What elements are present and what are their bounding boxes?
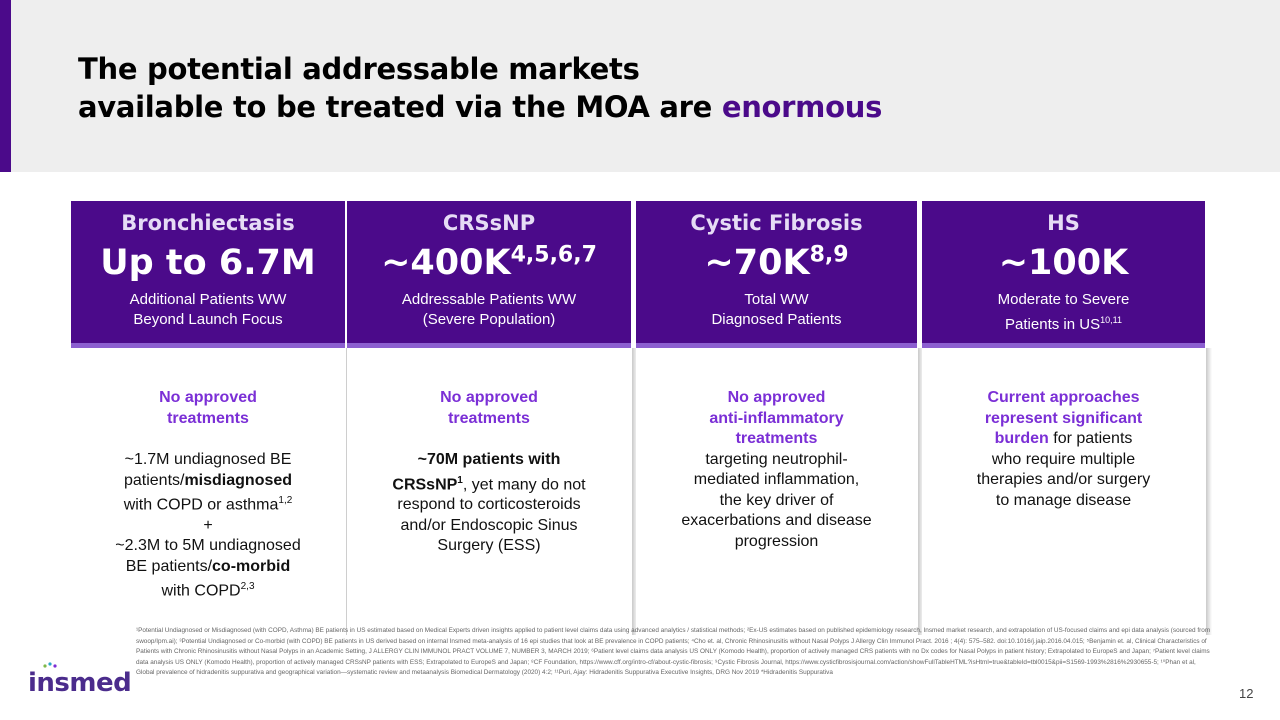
card-callout: No approved treatments — [77, 388, 339, 429]
card-subtitle-line-1: Total WW — [744, 291, 809, 308]
header-accent-bar — [0, 0, 11, 172]
card-figure: Up to 6.7M — [71, 241, 345, 285]
desc-line-6b: co-morbid — [212, 557, 291, 575]
card-description: targeting neutrophil- mediated inflammat… — [642, 450, 911, 553]
desc-line-5: Surgery (ESS) — [437, 537, 541, 555]
card-figure-ref: 8,9 — [809, 242, 849, 268]
callout-line-2: anti-inflammatory — [709, 409, 844, 427]
desc-line-4: to manage disease — [995, 491, 1132, 509]
callout-line-1: No approved — [727, 389, 826, 406]
callout-line-2: treatments — [167, 409, 249, 427]
market-card-hs: HS ~100K Moderate to Severe Patients in … — [922, 201, 1212, 635]
callout-line-1: Current approaches — [987, 389, 1140, 406]
footnote-references: ¹Potential Undiagnosed or Misdiagnosed (… — [136, 627, 1211, 677]
card-name: Bronchiectasis — [121, 211, 295, 235]
card-subtitle-line-1: Moderate to Severe — [997, 291, 1130, 308]
desc-plus: + — [203, 516, 213, 534]
card-subtitle: Total WW Diagnosed Patients — [636, 290, 917, 330]
card-body: No approved treatments ~1.7M undiagnosed… — [71, 348, 352, 635]
card-subtitle-line-2: Patients in US — [1005, 316, 1101, 333]
card-figure-value: ~70K — [704, 243, 810, 283]
card-figure-value: ~100K — [998, 243, 1129, 283]
desc-line-7: with COPD — [161, 582, 241, 600]
title-highlight: enormous — [721, 90, 883, 124]
card-figure-value: Up to 6.7M — [100, 243, 316, 283]
card-header: Cystic Fibrosis ~70K8,9 Total WW Diagnos… — [636, 201, 917, 348]
desc-line-2a: CRSsNP — [392, 475, 458, 493]
desc-line-7-ref: 2,3 — [240, 581, 255, 593]
title-line-1: The potential addressable markets — [78, 52, 640, 86]
card-figure-value: ~400K — [381, 243, 511, 283]
card-subtitle-line-2: Beyond Launch Focus — [133, 311, 283, 328]
callout-line-3: treatments — [735, 430, 818, 447]
desc-line-4: exacerbations and disease — [681, 512, 872, 529]
desc-line-1: ~70M patients with — [417, 451, 561, 468]
card-subtitle: Additional Patients WW Beyond Launch Foc… — [71, 290, 345, 330]
card-subtitle-line-2: Diagnosed Patients — [711, 311, 842, 328]
page-title: The potential addressable markets availa… — [78, 50, 882, 126]
desc-line-3: with COPD or asthma — [123, 496, 279, 514]
page-number: 12 — [1239, 686, 1254, 701]
desc-line-3: the key driver of — [719, 491, 834, 509]
card-description: ~70M patients with CRSsNP1, yet many do … — [353, 450, 625, 557]
desc-line-2: mediated inflammation, — [693, 471, 860, 488]
title-line-2: available to be treated via the MOA are — [78, 90, 722, 124]
callout-line-2: treatments — [448, 409, 530, 427]
desc-line-5: progression — [734, 532, 819, 550]
card-callout: No approved treatments — [353, 388, 625, 429]
card-name: Cystic Fibrosis — [690, 211, 863, 235]
card-figure-ref: 4,5,6,7 — [510, 242, 597, 268]
card-header: Bronchiectasis Up to 6.7M Additional Pat… — [71, 201, 345, 348]
header-band — [0, 0, 1280, 172]
desc-line-3: therapies and/or surgery — [976, 471, 1151, 488]
card-figure: ~400K4,5,6,7 — [347, 241, 631, 285]
card-figure: ~100K — [922, 241, 1205, 285]
card-body: No approved treatments ~70M patients wit… — [347, 348, 638, 635]
desc-line-1: ~1.7M undiagnosed BE — [124, 451, 292, 468]
market-card-cystic-fibrosis: Cystic Fibrosis ~70K8,9 Total WW Diagnos… — [636, 201, 924, 635]
market-card-crssnp: CRSsNP ~400K4,5,6,7 Addressable Patients… — [347, 201, 638, 635]
desc-line-2a: patients/ — [123, 471, 185, 489]
desc-line-2-ref: 1 — [457, 474, 463, 486]
card-name: HS — [1047, 211, 1080, 235]
market-card-bronchiectasis: Bronchiectasis Up to 6.7M Additional Pat… — [71, 201, 352, 635]
card-subtitle-line-2: (Severe Population) — [422, 311, 556, 328]
callout-line-3: burden — [994, 430, 1049, 447]
desc-line-4: and/or Endoscopic Sinus — [400, 516, 578, 534]
card-subtitle: Moderate to Severe Patients in US10,11 — [922, 290, 1205, 335]
callout-line-1: No approved — [159, 389, 257, 406]
desc-line-1: for patients — [1048, 430, 1133, 447]
desc-line-2: who require multiple — [991, 450, 1136, 468]
callout-line-2: represent significant — [984, 409, 1143, 427]
card-header: HS ~100K Moderate to Severe Patients in … — [922, 201, 1205, 348]
desc-line-6a: BE patients/ — [125, 557, 213, 575]
insmed-logo: insmed — [28, 668, 132, 698]
card-header: CRSsNP ~400K4,5,6,7 Addressable Patients… — [347, 201, 631, 348]
card-subtitle-line-1: Additional Patients WW — [129, 291, 287, 308]
desc-line-3-ref: 1,2 — [278, 495, 293, 506]
card-figure: ~70K8,9 — [636, 241, 917, 285]
card-subtitle-ref: 10,11 — [1100, 315, 1122, 325]
card-name: CRSsNP — [442, 211, 536, 235]
card-callout: No approved anti-inflammatory treatments — [642, 388, 911, 450]
desc-line-3: respond to corticosteroids — [397, 496, 581, 514]
desc-line-2b: , yet many do not — [462, 475, 586, 493]
desc-line-2b: misdiagnosed — [184, 471, 293, 489]
desc-line-5: ~2.3M to 5M undiagnosed — [115, 537, 301, 555]
card-description: ~1.7M undiagnosed BE patients/misdiagnos… — [77, 450, 339, 602]
card-subtitle: Addressable Patients WW (Severe Populati… — [347, 290, 631, 330]
card-body: Current approaches represent significant… — [922, 348, 1212, 635]
card-body: No approved anti-inflammatory treatments… — [636, 348, 924, 635]
card-subtitle-line-1: Addressable Patients WW — [401, 291, 577, 308]
callout-line-1: No approved — [440, 389, 538, 406]
desc-line-1: targeting neutrophil- — [705, 450, 848, 468]
card-description: Current approaches represent significant… — [928, 388, 1199, 511]
logo-dots-icon — [43, 662, 57, 668]
